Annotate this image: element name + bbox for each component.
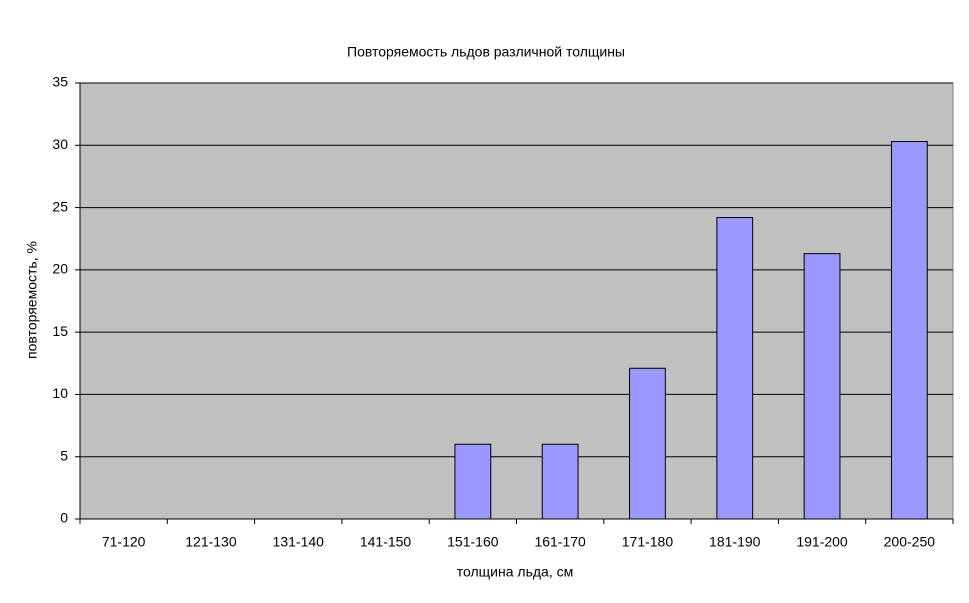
y-tick-label: 30 — [52, 136, 68, 152]
y-tick-label: 35 — [52, 74, 68, 90]
y-tick-label: 10 — [52, 385, 68, 401]
x-axis-label: толщина льда, см — [457, 564, 573, 580]
bar — [629, 367, 666, 520]
x-tick-label: 200-250 — [884, 534, 936, 550]
x-tick-label: 151-160 — [447, 534, 499, 550]
chart-title: Повторяемость льдов различной толщины — [347, 44, 625, 60]
bar — [454, 443, 492, 520]
x-tick-label: 141-150 — [360, 534, 412, 550]
x-tick-label: 191-200 — [796, 534, 848, 550]
y-tick-label: 15 — [52, 323, 68, 339]
y-tick-label: 5 — [60, 447, 68, 463]
x-tick-label: 161-170 — [534, 534, 586, 550]
bar — [803, 253, 841, 520]
bar — [716, 217, 754, 520]
x-tick-label: 131-140 — [273, 534, 325, 550]
x-tick-label: 121-130 — [185, 534, 237, 550]
y-tick-label: 20 — [52, 261, 68, 277]
x-tick-label: 181-190 — [709, 534, 761, 550]
y-tick-label: 25 — [52, 198, 68, 214]
y-tick-label: 0 — [60, 510, 68, 526]
bar — [541, 443, 579, 520]
x-tick-label: 171-180 — [622, 534, 674, 550]
bar — [890, 141, 928, 520]
y-axis-label: повторяемость, % — [24, 241, 40, 359]
x-tick-label: 71-120 — [102, 534, 146, 550]
